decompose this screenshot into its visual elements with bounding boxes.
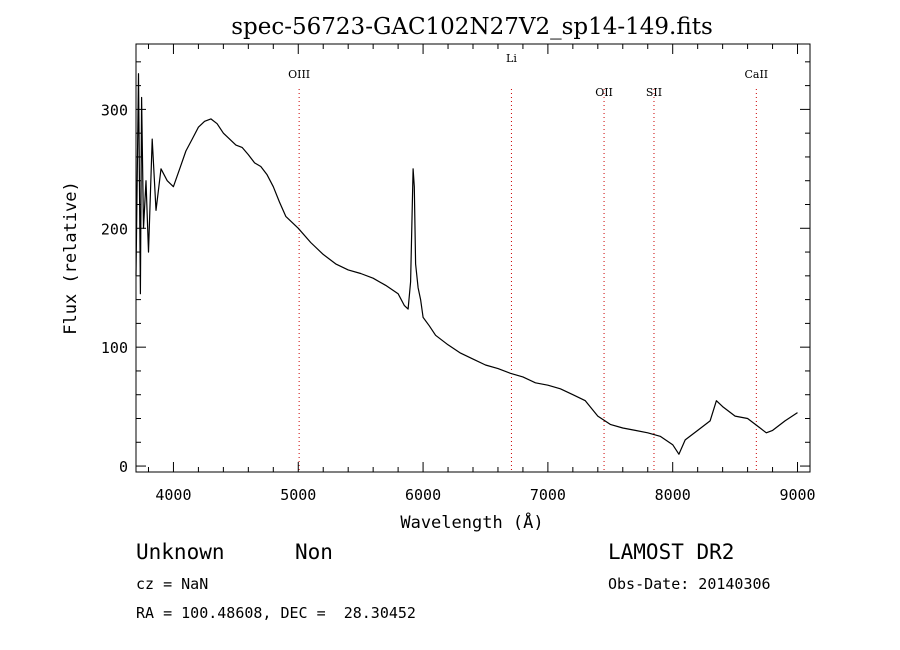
x-tick-label: 5000 <box>280 486 316 504</box>
observation-date: Obs-Date: 20140306 <box>608 575 771 593</box>
object-subclass: Non <box>295 540 333 564</box>
y-tick-label: 300 <box>101 101 128 119</box>
x-tick-label: 9000 <box>779 486 815 504</box>
plot-frame <box>135 43 811 473</box>
x-tick-label: 8000 <box>655 486 691 504</box>
line-label-sii: SII <box>646 86 662 99</box>
line-label-oiii: OIII <box>288 68 310 81</box>
object-class: Unknown <box>136 540 225 564</box>
y-tick-label: 100 <box>101 339 128 357</box>
x-tick-label: 7000 <box>530 486 566 504</box>
survey-name: LAMOST DR2 <box>608 540 735 564</box>
spectrum-line <box>135 73 798 455</box>
y-tick-label: 200 <box>101 220 128 238</box>
y-axis-label: Flux (relative) <box>61 181 81 335</box>
y-tick-label: 0 <box>119 458 128 476</box>
x-tick-label: 4000 <box>155 486 191 504</box>
coordinates: RA = 100.48608, DEC = 28.30452 <box>136 604 416 622</box>
x-tick-label: 6000 <box>405 486 441 504</box>
line-label-li: Li <box>506 52 517 65</box>
x-axis-label: Wavelength (Å) <box>400 511 543 533</box>
redshift-cz: cz = NaN <box>136 575 209 593</box>
line-label-caii: CaII <box>744 68 768 81</box>
line-label-oii: OII <box>595 86 613 99</box>
chart-title: spec-56723-GAC102N27V2_sp14-149.fits <box>231 14 713 40</box>
